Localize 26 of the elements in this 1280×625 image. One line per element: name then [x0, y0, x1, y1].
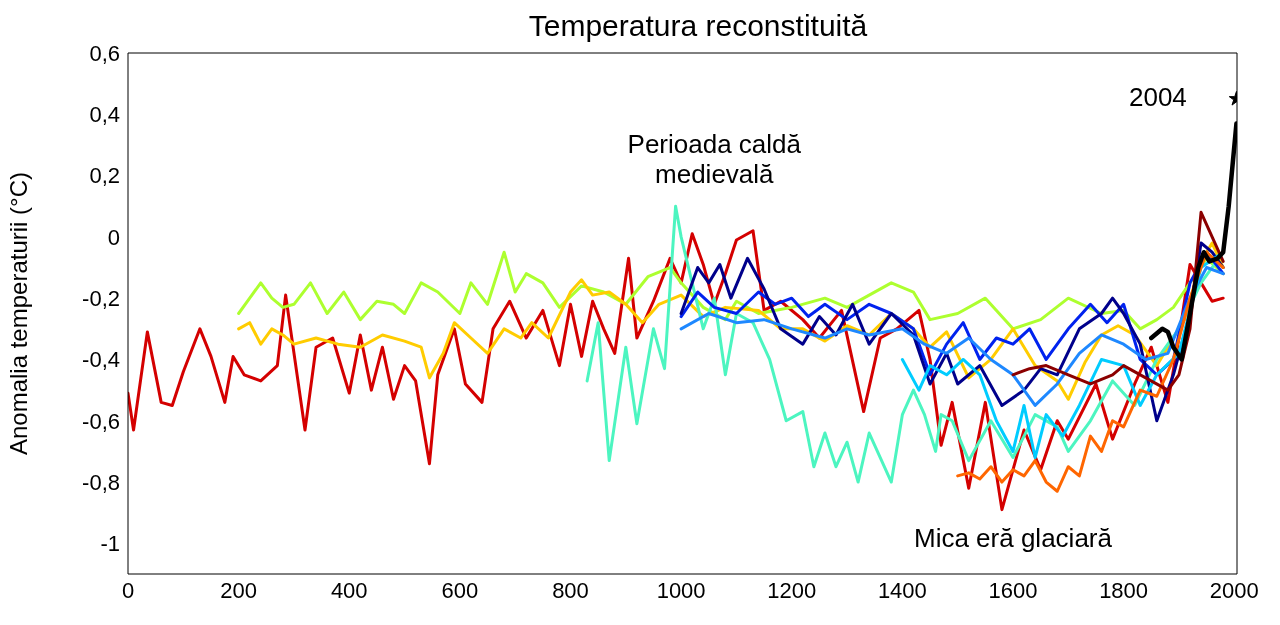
y-tick-label: -1 [100, 531, 120, 557]
x-tick-label: 200 [220, 577, 257, 603]
y-tick-label: -0,2 [82, 285, 120, 311]
line-series [679, 266, 1225, 407]
chart-title: Temperatura reconstituită [528, 9, 868, 42]
x-tick-label: 1800 [1099, 577, 1149, 603]
y-tick-label: -0,8 [82, 469, 120, 495]
x-tick-label: 600 [441, 577, 479, 603]
x-tick-label: 1200 [767, 577, 817, 603]
x-tick-label: 1600 [988, 577, 1038, 603]
annotation: 2004 [1128, 81, 1187, 112]
y-tick-label: 0,4 [89, 102, 120, 128]
x-tick-label: 800 [552, 577, 589, 603]
x-tick-label: 400 [330, 577, 368, 603]
annotation: Perioada caldă medievală [627, 129, 802, 190]
x-tick-label: 2000 [1209, 577, 1259, 603]
y-tick-label: 0,2 [89, 163, 120, 189]
y-tick-label: 0,6 [89, 40, 120, 66]
y-tick-label: -0,6 [82, 408, 120, 434]
annotation: Mica eră glaciară [914, 523, 1113, 554]
y-tick-label: 0 [107, 224, 120, 250]
x-tick-label: 1400 [877, 577, 927, 603]
y-axis-title: Anomalia temperaturii (°C) [4, 171, 32, 456]
x-tick-label: 1000 [656, 577, 706, 603]
y-tick-label: -0,4 [82, 347, 120, 373]
line-series [956, 250, 1225, 493]
